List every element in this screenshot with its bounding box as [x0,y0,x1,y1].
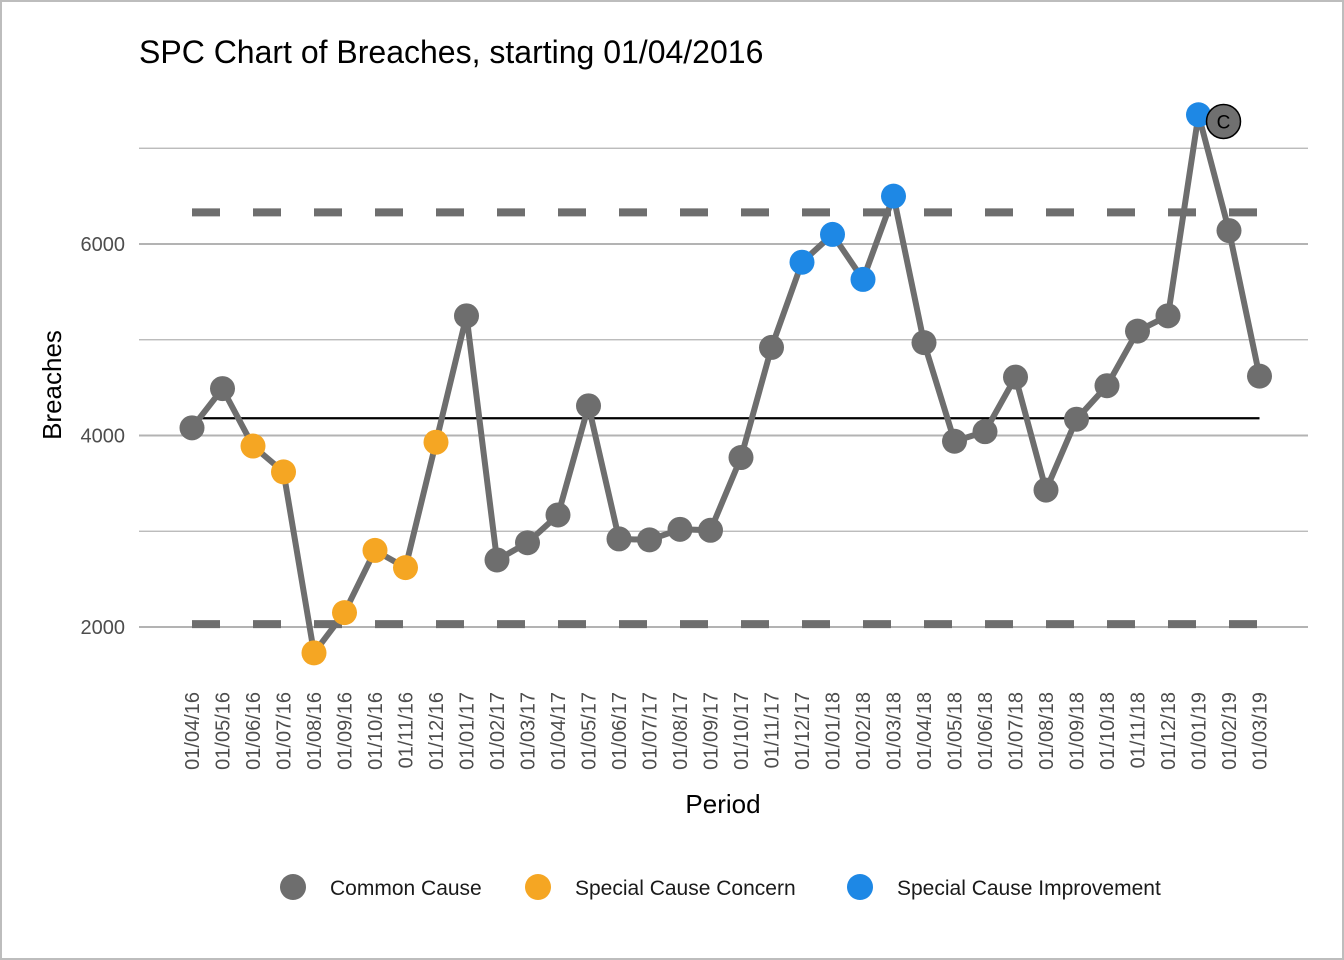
x-tick-label: 01/10/18 [1097,692,1119,770]
x-tick-label: 01/01/18 [823,692,845,770]
grid [139,147,1308,628]
y-tick-label: 4000 [81,426,126,448]
x-tick-label: 01/09/16 [335,692,357,770]
annotation-label: C [1217,112,1231,133]
data-point-01-08-18 [1033,477,1059,503]
data-point-01-11-17 [759,334,784,360]
data-point-01-09-17 [698,517,723,543]
data-point-01-10-18 [1094,373,1120,399]
data-point-01-09-16 [332,600,357,626]
x-tick-label: 01/04/18 [914,692,936,770]
chart-title: SPC Chart of Breaches, starting 01/04/20… [139,34,763,70]
control-limits [192,208,1260,629]
x-tick-label: 01/04/16 [182,692,204,770]
y-axis: 2000 4000 6000 [81,234,126,639]
y-axis-title: Breaches [37,330,67,440]
x-tick-label: 01/06/17 [609,692,631,770]
x-tick-label: 01/07/17 [640,692,662,770]
data-point-01-01-19 [1186,102,1211,128]
data-point-01-02-19 [1216,218,1242,244]
x-tick-label: 01/05/17 [579,692,601,770]
x-tick-label: 01/11/18 [1128,692,1150,768]
data-point-01-10-17 [728,445,754,471]
data-point-01-07-17 [637,527,662,553]
data-point-01-12-17 [789,249,815,275]
x-tick-label: 01/11/16 [396,692,418,768]
x-tick-label: 01/02/19 [1219,692,1241,770]
x-tick-label: 01/12/17 [792,692,814,770]
data-point-01-04-16 [179,415,205,441]
legend-marker-common [280,874,306,900]
data-point-01-10-16 [362,537,388,563]
y-tick-label: 6000 [81,234,126,256]
x-tick-label: 01/01/19 [1189,692,1211,770]
data-point-01-05-16 [210,376,235,402]
data-point-01-04-18 [911,330,937,356]
data-point-01-06-16 [240,433,266,459]
data-point-01-12-16 [423,429,449,455]
data-point-01-04-17 [545,502,571,528]
x-tick-label: 01/12/16 [426,692,448,770]
data-point-01-08-16 [301,640,327,666]
data-point-01-03-18 [881,183,906,209]
data-point-01-11-18 [1125,318,1150,344]
x-tick-label: 01/04/17 [548,692,570,770]
data-point-01-09-18 [1064,406,1089,432]
x-axis-title: Period [685,789,760,819]
x-tick-label: 01/03/18 [884,692,906,770]
data-point-01-03-19 [1247,363,1272,389]
x-tick-label: 01/10/17 [731,692,753,770]
x-tick-label: 01/08/17 [670,692,692,770]
data-point-01-07-18 [1003,364,1028,390]
x-tick-label: 01/02/17 [487,692,509,770]
y-tick-label: 2000 [81,617,126,639]
x-tick-label: 01/05/18 [945,692,967,770]
x-tick-label: 01/08/18 [1036,692,1058,770]
data-point-01-08-17 [667,516,693,542]
x-tick-label: 01/06/18 [975,692,997,770]
data-point-01-06-17 [606,526,632,552]
annotation-marker [1205,103,1242,140]
x-tick-label: 01/10/16 [365,692,387,770]
x-tick-label: 01/08/16 [304,692,326,770]
data-point-01-11-16 [393,555,418,581]
legend-marker-improvement [847,874,873,900]
legend-label-concern: Special Cause Concern [575,877,796,900]
x-tick-label: 01/12/18 [1158,692,1180,770]
legend-label-common: Common Cause [330,877,482,900]
x-tick-label: 01/02/18 [853,692,875,770]
legend-marker-concern [525,874,551,900]
x-tick-label: 01/03/19 [1250,692,1272,770]
x-tick-label: 01/09/17 [701,692,723,770]
x-tick-label: 01/01/17 [457,692,479,770]
x-tick-label: 01/07/16 [274,692,296,770]
x-tick-label: 01/11/17 [762,692,784,768]
data-point-01-01-18 [820,221,845,247]
x-axis: 01/04/16 01/05/16 01/06/16 01/07/16 01/08/16… [182,692,1272,770]
data-point-01-02-17 [484,547,510,573]
data-point-01-03-17 [515,530,540,556]
data-point-01-02-18 [850,266,876,292]
data-point-01-06-18 [972,419,998,445]
legend: Common Cause Special Cause Concern Special… [280,874,1161,900]
x-tick-label: 01/03/17 [518,692,540,770]
x-tick-label: 01/06/16 [243,692,265,770]
data-point-01-01-17 [454,303,479,329]
x-tick-label: 01/07/18 [1006,692,1028,770]
data-point-01-05-17 [576,393,601,419]
data-point-01-07-16 [271,459,296,485]
legend-label-improvement: Special Cause Improvement [897,877,1161,900]
series: C [179,102,1272,666]
data-point-01-05-18 [942,428,967,454]
data-point-01-12-18 [1155,303,1181,329]
x-tick-label: 01/05/16 [213,692,235,770]
x-tick-label: 01/09/18 [1067,692,1089,770]
